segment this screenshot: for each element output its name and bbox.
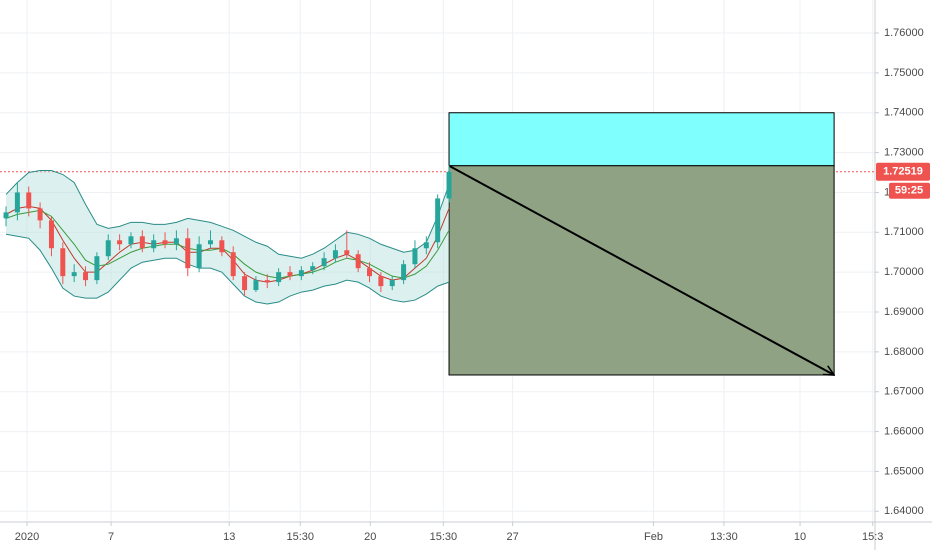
x-tick-label: 13:30 <box>710 531 738 543</box>
countdown-label: 59:25 <box>895 185 923 197</box>
position-tool <box>448 112 835 376</box>
y-tick-label: 1.71000 <box>884 226 924 238</box>
y-tick-label: 1.73000 <box>884 147 924 159</box>
y-tick-label: 1.64000 <box>884 505 924 517</box>
x-tick-label: 27 <box>507 531 519 543</box>
candle-body <box>389 280 395 287</box>
candle-body <box>71 272 77 277</box>
candle-body <box>310 266 316 271</box>
candle-body <box>401 264 407 281</box>
candle-body <box>83 272 89 281</box>
y-tick-label: 1.76000 <box>884 27 924 39</box>
candle-body <box>26 192 32 209</box>
candle-body <box>162 240 168 245</box>
candle-body <box>60 248 66 277</box>
moving-average <box>5 209 450 279</box>
x-tick-label: 10 <box>794 531 806 543</box>
candle-body <box>94 256 100 281</box>
grid <box>0 0 875 522</box>
x-tick-label: 13 <box>223 531 235 543</box>
candle-body <box>298 270 304 277</box>
candle-body <box>117 240 123 245</box>
candle-body <box>423 242 429 249</box>
y-tick-label: 1.70000 <box>884 266 924 278</box>
candle-body <box>48 220 54 249</box>
upper-zone <box>448 112 835 167</box>
candle-body <box>139 236 145 249</box>
candle-body <box>287 272 293 277</box>
candle-body <box>378 276 384 287</box>
y-tick-label: 1.74000 <box>884 107 924 119</box>
countdown-tag <box>889 182 930 199</box>
y-tick-label: 1.65000 <box>884 465 924 477</box>
candle-body <box>219 240 225 253</box>
band-line <box>5 170 450 259</box>
x-tick-label: Feb <box>644 531 663 543</box>
candle-body <box>446 171 452 199</box>
candle-body <box>105 240 111 257</box>
candle-body <box>332 250 338 259</box>
candle-body <box>151 240 157 249</box>
y-tick-label: 1.66000 <box>884 425 924 437</box>
candle-body <box>173 238 179 245</box>
candle-body <box>435 198 441 243</box>
candle-body <box>128 236 134 245</box>
last-price-tag <box>876 162 930 181</box>
y-tick-label: 1.68000 <box>884 346 924 358</box>
candle-body <box>3 212 9 219</box>
candle-body <box>185 238 191 269</box>
y-tick-label: 1.75000 <box>884 67 924 79</box>
y-tick-label: 1.69000 <box>884 306 924 318</box>
candle-body <box>344 250 350 255</box>
x-tick-label: 2020 <box>15 531 39 543</box>
bands <box>5 170 450 305</box>
y-tick-label: 1.67000 <box>884 386 924 398</box>
band-fill <box>6 170 450 305</box>
candle-body <box>355 254 361 269</box>
x-tick-label: 15:30 <box>430 531 458 543</box>
x-tick-label: 20 <box>364 531 376 543</box>
y-axis-bg <box>875 0 932 550</box>
candle-body <box>14 192 20 213</box>
candle-body <box>276 272 282 283</box>
candle-body <box>321 258 327 267</box>
x-tick-label: 15:30 <box>286 531 314 543</box>
band-line <box>5 233 450 305</box>
last-price-label: 1.72519 <box>883 166 923 178</box>
x-axis-bg <box>0 522 932 550</box>
candle-body <box>196 244 202 269</box>
candle-body <box>230 252 236 277</box>
trend-arrow <box>448 164 834 376</box>
candle-body <box>412 248 418 265</box>
x-tick-label: 15:3 <box>862 531 883 543</box>
candle-body <box>242 276 248 291</box>
candle-body <box>264 280 270 283</box>
candle-body <box>37 208 43 221</box>
x-tick-label: 7 <box>108 531 114 543</box>
candle-body <box>207 240 213 245</box>
candles <box>3 165 452 297</box>
moving-average <box>5 205 450 283</box>
candle-body <box>253 280 259 291</box>
candle-body <box>367 268 373 277</box>
